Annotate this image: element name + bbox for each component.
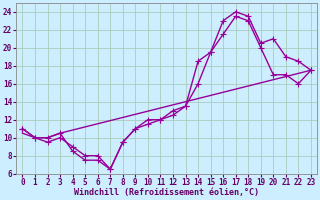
X-axis label: Windchill (Refroidissement éolien,°C): Windchill (Refroidissement éolien,°C)	[74, 188, 259, 197]
